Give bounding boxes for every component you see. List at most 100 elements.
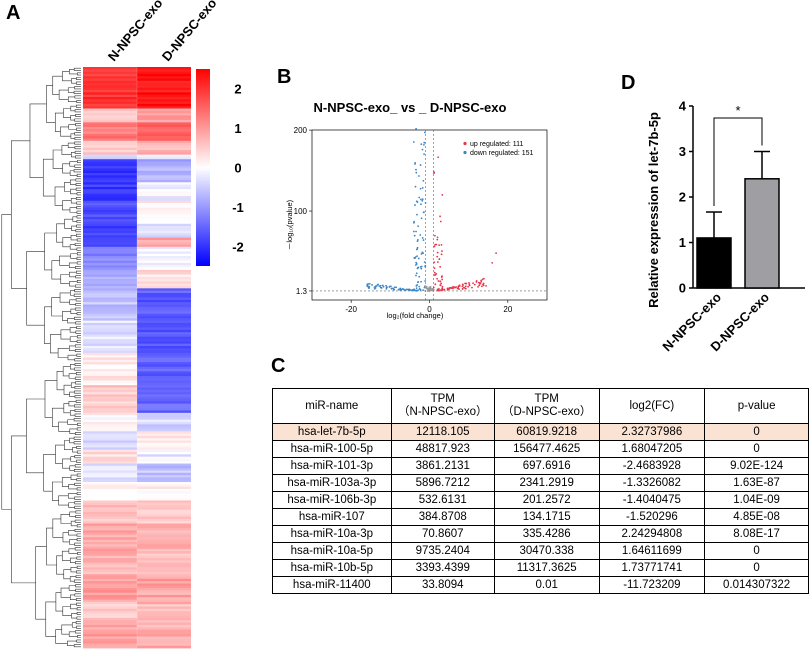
heatmap-cell [137,288,191,292]
volcano-point [461,288,464,290]
dendrogram-branch [74,432,81,436]
dendrogram-branch [76,524,81,528]
dendrogram-branch [76,279,81,283]
dendrogram-branch [76,238,81,242]
heatmap-cell [83,168,137,172]
heatmap-cell [83,216,137,220]
dendrogram-branch [61,477,72,487]
table-cell: -11.723209 [598,576,706,594]
heatmap-cell [137,327,191,331]
heatmap-cell [83,67,137,70]
heatmap-cell [137,583,191,587]
heatmap-cell [83,122,137,126]
dendrogram-branch [73,293,81,297]
heatmap-cell [137,352,191,356]
heatmap-cell [137,555,191,559]
heatmap-cell [137,419,191,423]
colorbar-tick-label: -2 [232,239,244,254]
heatmap-cell [83,332,137,335]
heatmap-cell [83,433,137,437]
volcano-point [419,164,422,166]
heatmap-cell [83,449,137,453]
volcano-point [468,284,471,287]
heatmap-cell [83,96,137,100]
heatmap-cell [137,182,191,185]
dendrogram-branch [62,311,71,321]
heatmap-cell [83,465,137,469]
dendrogram-branch [75,399,81,403]
heatmap-cell [137,458,191,462]
heatmap-cell [137,518,191,522]
dendrogram-branch [69,299,77,305]
heatmap-cell [137,87,191,91]
table-cell: 0 [704,440,809,458]
volcano-point [416,213,418,216]
volcano-point [422,179,425,182]
heatmap-cell [137,108,191,112]
heatmap-cell [137,417,191,421]
heatmap-cell [137,343,191,347]
heatmap-cell [137,85,191,89]
heatmap-cell [137,133,191,137]
dendrogram-branch [75,284,81,288]
heatmap-cell [137,193,191,197]
volcano-legend: up regulated: 111 down regulated: 151 [463,141,534,157]
heatmap-cell [137,205,191,209]
volcano-point [478,284,481,287]
heatmap-cell [137,214,191,218]
heatmap-cell [83,73,137,77]
heatmap-cell [83,133,137,137]
heatmap-cell [137,166,191,169]
mirna-table-container: miR-name TPM （N-NPSC-exo） TPM （D-NPSC-exo） lo… [272,388,809,594]
dendrogram-branch [35,546,47,620]
table-header-cell: TPM （N-NPSC-exo） [390,388,495,424]
heatmap-cell [83,558,137,561]
heatmap-cell [137,594,191,598]
volcano-point [371,284,373,286]
heatmap-cell [83,645,137,649]
dendrogram-branch [73,644,81,648]
dendrogram-branch [68,530,77,536]
heatmap-cell [83,189,137,192]
dendrogram-branch [26,398,45,474]
header-line: TPM [430,393,455,405]
dendrogram-branch [67,87,75,93]
heatmap-cell [137,369,191,372]
dendrogram-branch [74,386,81,389]
dendrogram-branch [77,72,81,76]
heatmap-cell [137,613,191,617]
heatmap-cell [137,597,191,600]
volcano-point [420,253,423,255]
heatmap-cell [137,150,191,153]
volcano-point [428,286,431,289]
heatmap-cell [137,209,191,213]
heatmap-cell [83,145,137,149]
dendrogram-branch [74,150,81,154]
table-cell: hsa-miR-106b-3p [272,491,392,509]
volcano-point [424,201,427,204]
dendrogram-branch [74,137,81,140]
dendrogram-branch [63,569,71,580]
heatmap-cell [83,539,137,543]
y-tick-label: 1 [679,235,686,250]
heatmap-cell [137,117,191,121]
table-cell: hsa-miR-10a-5p [272,542,392,560]
heatmap-cell [137,311,191,315]
dendrogram-branch [76,625,81,629]
heatmap-cell [137,272,191,275]
dendrogram-branch [76,201,81,205]
heatmap-cell [137,101,191,105]
heatmap-cell [83,279,137,282]
volcano-point [423,211,425,214]
heatmap-cell [137,258,191,262]
dendrogram-branch [76,215,81,219]
heatmap-cell [83,435,137,439]
volcano-point [440,282,443,285]
dendrogram-branch [43,454,56,492]
heatmap-cell [83,150,137,153]
heatmap-cell [137,223,191,227]
volcano-point [425,285,428,288]
dendrogram-branch [76,252,81,256]
heatmap-cell [137,620,191,624]
heatmap-cell [83,108,137,112]
